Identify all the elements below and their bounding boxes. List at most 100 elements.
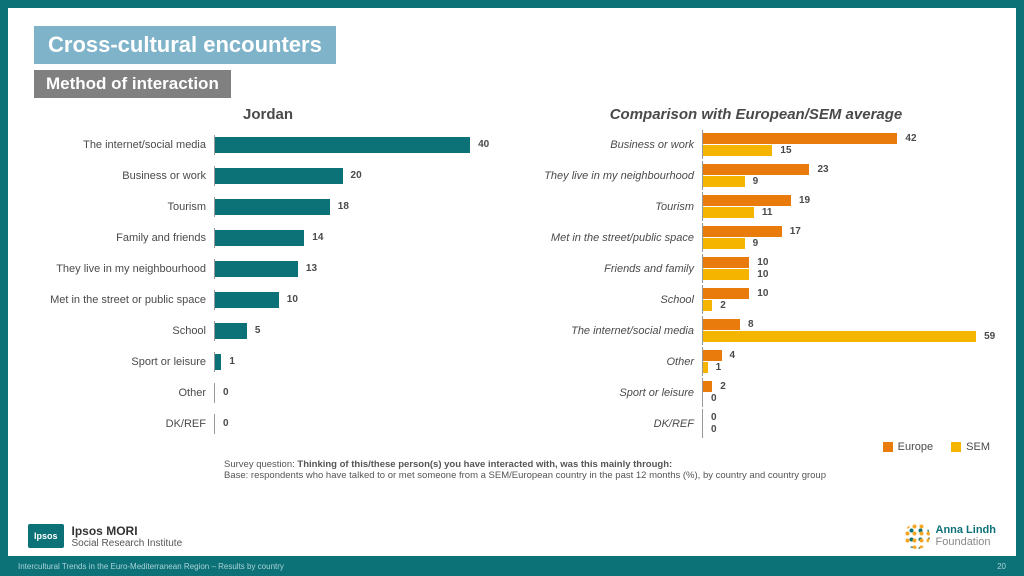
bar-value: 13 xyxy=(302,263,317,274)
page-subtitle: Method of interaction xyxy=(34,70,231,98)
bar-value: 2 xyxy=(716,300,726,311)
bar-europe: 42 xyxy=(703,133,897,144)
bar-row: Friends and family1010 xyxy=(522,253,990,284)
jordan-chart-title: Jordan xyxy=(34,106,502,123)
ipsos-block: Ipsos Ipsos MORI Social Research Institu… xyxy=(28,524,182,549)
bar: 18 xyxy=(215,199,330,215)
bar: 10 xyxy=(215,292,279,308)
bar-value: 4 xyxy=(726,350,736,361)
bar-europe: 23 xyxy=(703,164,809,175)
bar-sem: 2 xyxy=(703,300,712,311)
bar-europe: 4 xyxy=(703,350,722,361)
bar-value: 0 xyxy=(219,387,229,398)
bar-value: 14 xyxy=(308,232,323,243)
charts-area: Jordan The internet/social media40Busine… xyxy=(34,106,990,453)
legend: Europe SEM xyxy=(522,441,990,453)
alf-line2: Foundation xyxy=(936,536,997,548)
bar: 5 xyxy=(215,323,247,339)
bar-track: 20 xyxy=(702,378,990,407)
bar-label: Met in the street or public space xyxy=(34,294,214,306)
bar-value: 1 xyxy=(225,356,235,367)
bar-row: Other0 xyxy=(34,377,502,408)
bar-label: Business or work xyxy=(522,139,702,151)
alf-block: Anna Lindh Foundation xyxy=(904,523,997,549)
bar-label: Sport or leisure xyxy=(522,387,702,399)
bar-value: 0 xyxy=(707,424,717,435)
bar-row: Sport or leisure20 xyxy=(522,377,990,408)
bar-label: They live in my neighbourhood xyxy=(34,263,214,275)
bar-track: 0 xyxy=(214,383,502,403)
bar-sem: 1 xyxy=(703,362,708,373)
bar-row: DK/REF0 xyxy=(34,408,502,439)
bar-value: 18 xyxy=(334,201,349,212)
survey-question: Thinking of this/these person(s) you hav… xyxy=(297,459,672,470)
bar-value: 17 xyxy=(786,226,801,237)
bar-track: 179 xyxy=(702,223,990,252)
bar-value: 0 xyxy=(707,393,717,404)
bar-value: 19 xyxy=(795,195,810,206)
bar-track: 1010 xyxy=(702,254,990,283)
bar-value: 9 xyxy=(749,238,759,249)
bar-track: 1 xyxy=(214,352,502,372)
bar-track: 5 xyxy=(214,321,502,341)
ipsos-logo-icon: Ipsos xyxy=(28,524,64,548)
alf-logo-icon xyxy=(904,523,930,549)
legend-swatch-europe xyxy=(883,442,893,452)
bar-value: 1 xyxy=(712,362,722,373)
bar-value: 15 xyxy=(776,145,791,156)
bar-track: 4215 xyxy=(702,130,990,159)
bar-row: Business or work4215 xyxy=(522,129,990,160)
bar-europe: 2 xyxy=(703,381,712,392)
bar-track: 0 xyxy=(214,414,502,434)
bar-sem: 10 xyxy=(703,269,749,280)
bar-track: 20 xyxy=(214,166,502,186)
bar-label: Friends and family xyxy=(522,263,702,275)
bar-value: 10 xyxy=(753,288,768,299)
bar-track: 10 xyxy=(214,290,502,310)
bar-track: 40 xyxy=(214,135,502,155)
bar-track: 14 xyxy=(214,228,502,248)
bar-value: 2 xyxy=(716,381,726,392)
bar-row: DK/REF00 xyxy=(522,408,990,439)
bar-europe: 17 xyxy=(703,226,782,237)
bar-europe: 8 xyxy=(703,319,740,330)
bar-value: 20 xyxy=(347,170,362,181)
survey-q-prefix: Survey question: xyxy=(224,459,297,470)
bar-row: Tourism18 xyxy=(34,191,502,222)
comparison-chart: Comparison with European/SEM average Bus… xyxy=(522,106,990,453)
bar-row: Sport or leisure1 xyxy=(34,346,502,377)
bar: 1 xyxy=(215,354,221,370)
legend-swatch-sem xyxy=(951,442,961,452)
bar-label: DK/REF xyxy=(522,418,702,430)
bar-row: Family and friends 14 xyxy=(34,222,502,253)
bar-sem: 15 xyxy=(703,145,772,156)
slide-page: Cross-cultural encounters Method of inte… xyxy=(8,8,1016,556)
footer: Ipsos Ipsos MORI Social Research Institu… xyxy=(8,516,1016,556)
bar-value: 5 xyxy=(251,325,261,336)
bar-row: Met in the street or public space10 xyxy=(34,284,502,315)
bar-label: School xyxy=(34,325,214,337)
bar-row: The internet/social media859 xyxy=(522,315,990,346)
bar-europe: 10 xyxy=(703,257,749,268)
bar-sem: 59 xyxy=(703,331,976,342)
bar-track: 13 xyxy=(214,259,502,279)
base-text: Base: respondents who have talked to or … xyxy=(224,470,990,481)
bar-value: 59 xyxy=(980,331,995,342)
bar-label: Met in the street/public space xyxy=(522,232,702,244)
bar-label: Tourism xyxy=(34,201,214,213)
alf-text: Anna Lindh Foundation xyxy=(936,524,997,548)
bar-track: 41 xyxy=(702,347,990,376)
footnotes: Survey question: Thinking of this/these … xyxy=(34,459,990,481)
legend-europe: Europe xyxy=(883,441,933,453)
bar-europe: 19 xyxy=(703,195,791,206)
bar-row: School5 xyxy=(34,315,502,346)
page-title: Cross-cultural encounters xyxy=(34,26,336,64)
bar-label: Family and friends xyxy=(34,232,214,244)
bar-value: 10 xyxy=(753,269,768,280)
bar-track: 239 xyxy=(702,161,990,190)
bar-row: They live in my neighbourhood 13 xyxy=(34,253,502,284)
bar-value: 8 xyxy=(744,319,754,330)
legend-label-europe: Europe xyxy=(898,441,933,453)
bar-row: Met in the street/public space179 xyxy=(522,222,990,253)
bar-track: 10 2 xyxy=(702,285,990,314)
